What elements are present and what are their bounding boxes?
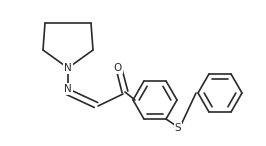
Text: S: S xyxy=(175,123,181,133)
Text: O: O xyxy=(114,63,122,73)
Text: N: N xyxy=(64,84,72,94)
Text: N: N xyxy=(64,63,72,73)
